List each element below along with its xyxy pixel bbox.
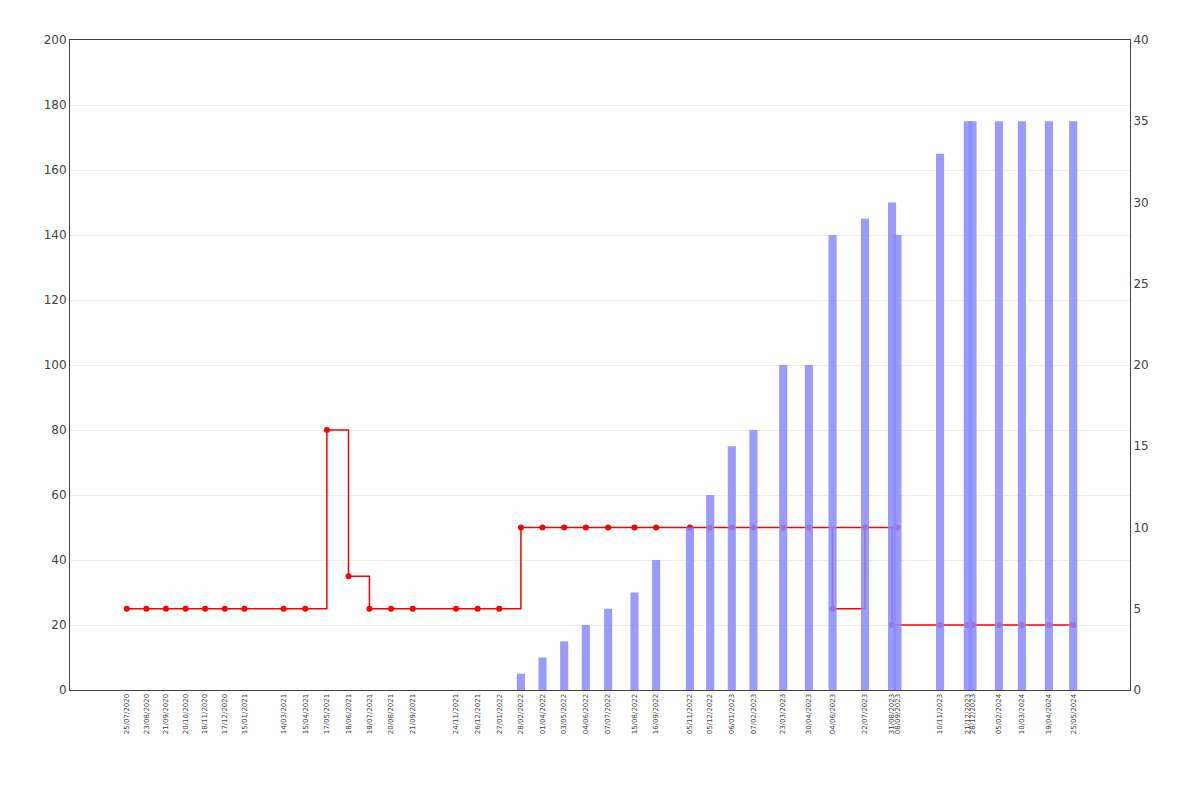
svg-text:40: 40 xyxy=(1133,33,1148,47)
svg-text:28/12/2023: 28/12/2023 xyxy=(969,694,977,734)
svg-text:21/09/2020: 21/09/2020 xyxy=(162,694,170,734)
svg-text:0: 0 xyxy=(1133,683,1141,697)
svg-text:160: 160 xyxy=(44,163,67,177)
svg-text:35: 35 xyxy=(1133,114,1148,128)
svg-text:120: 120 xyxy=(44,293,67,307)
svg-text:06/01/2023: 06/01/2023 xyxy=(728,694,736,734)
svg-text:0: 0 xyxy=(59,683,67,697)
svg-text:18/11/2020: 18/11/2020 xyxy=(201,694,209,734)
svg-text:10/11/2023: 10/11/2023 xyxy=(936,694,944,734)
svg-text:30: 30 xyxy=(1133,196,1148,210)
svg-text:05/12/2022: 05/12/2022 xyxy=(706,694,714,734)
svg-text:27/01/2022: 27/01/2022 xyxy=(496,694,504,734)
svg-text:17/12/2020: 17/12/2020 xyxy=(221,694,229,734)
svg-text:23/03/2023: 23/03/2023 xyxy=(779,694,787,734)
svg-text:80: 80 xyxy=(51,423,66,437)
svg-text:15: 15 xyxy=(1133,439,1148,453)
svg-text:26/12/2021: 26/12/2021 xyxy=(474,694,482,734)
svg-text:05/02/2024: 05/02/2024 xyxy=(995,693,1003,734)
svg-text:16/09/2022: 16/09/2022 xyxy=(652,694,660,734)
svg-text:04/06/2023: 04/06/2023 xyxy=(829,694,837,734)
svg-text:25: 25 xyxy=(1133,277,1148,291)
svg-text:15/04/2021: 15/04/2021 xyxy=(302,694,310,734)
svg-text:05/11/2022: 05/11/2022 xyxy=(686,694,694,734)
svg-text:40: 40 xyxy=(51,553,66,567)
svg-text:60: 60 xyxy=(51,488,66,502)
svg-text:22/07/2023: 22/07/2023 xyxy=(861,694,869,734)
svg-text:20/08/2021: 20/08/2021 xyxy=(387,694,395,734)
svg-text:04/06/2022: 04/06/2022 xyxy=(582,694,590,734)
svg-text:21/09/2021: 21/09/2021 xyxy=(409,694,417,734)
svg-text:180: 180 xyxy=(44,98,67,112)
svg-text:100: 100 xyxy=(44,358,67,372)
svg-text:03/05/2022: 03/05/2022 xyxy=(560,694,568,734)
svg-text:31/08/2023: 31/08/2023 xyxy=(888,694,896,734)
svg-text:10: 10 xyxy=(1133,521,1148,535)
svg-text:10/03/2024: 10/03/2024 xyxy=(1018,693,1026,734)
svg-text:08/09/2023: 08/09/2023 xyxy=(894,694,902,734)
svg-text:01/04/2022: 01/04/2022 xyxy=(539,694,547,734)
svg-text:25/07/2020: 25/07/2020 xyxy=(123,694,131,734)
svg-text:18/06/2021: 18/06/2021 xyxy=(345,694,353,734)
svg-text:07/07/2022: 07/07/2022 xyxy=(604,694,612,734)
svg-text:23/08/2020: 23/08/2020 xyxy=(143,694,151,734)
svg-text:30/04/2023: 30/04/2023 xyxy=(805,694,813,734)
svg-text:21/12/2023: 21/12/2023 xyxy=(964,694,972,734)
svg-text:28/02/2022: 28/02/2022 xyxy=(517,694,525,734)
svg-text:07/02/2023: 07/02/2023 xyxy=(750,694,758,734)
svg-text:24/11/2021: 24/11/2021 xyxy=(452,694,460,734)
svg-text:20/10/2020: 20/10/2020 xyxy=(182,694,190,734)
svg-text:140: 140 xyxy=(44,228,67,242)
svg-text:200: 200 xyxy=(44,33,67,47)
svg-text:25/05/2024: 25/05/2024 xyxy=(1070,693,1078,734)
svg-text:15/01/2021: 15/01/2021 xyxy=(241,694,249,734)
svg-text:5: 5 xyxy=(1133,602,1141,616)
svg-text:19/04/2024: 19/04/2024 xyxy=(1045,693,1053,734)
svg-text:20: 20 xyxy=(1133,358,1148,372)
svg-text:17/05/2021: 17/05/2021 xyxy=(323,694,331,734)
svg-text:20: 20 xyxy=(51,618,66,632)
svg-text:14/03/2021: 14/03/2021 xyxy=(280,694,288,734)
svg-text:15/08/2022: 15/08/2022 xyxy=(631,694,639,734)
svg-text:19/07/2021: 19/07/2021 xyxy=(366,694,374,734)
